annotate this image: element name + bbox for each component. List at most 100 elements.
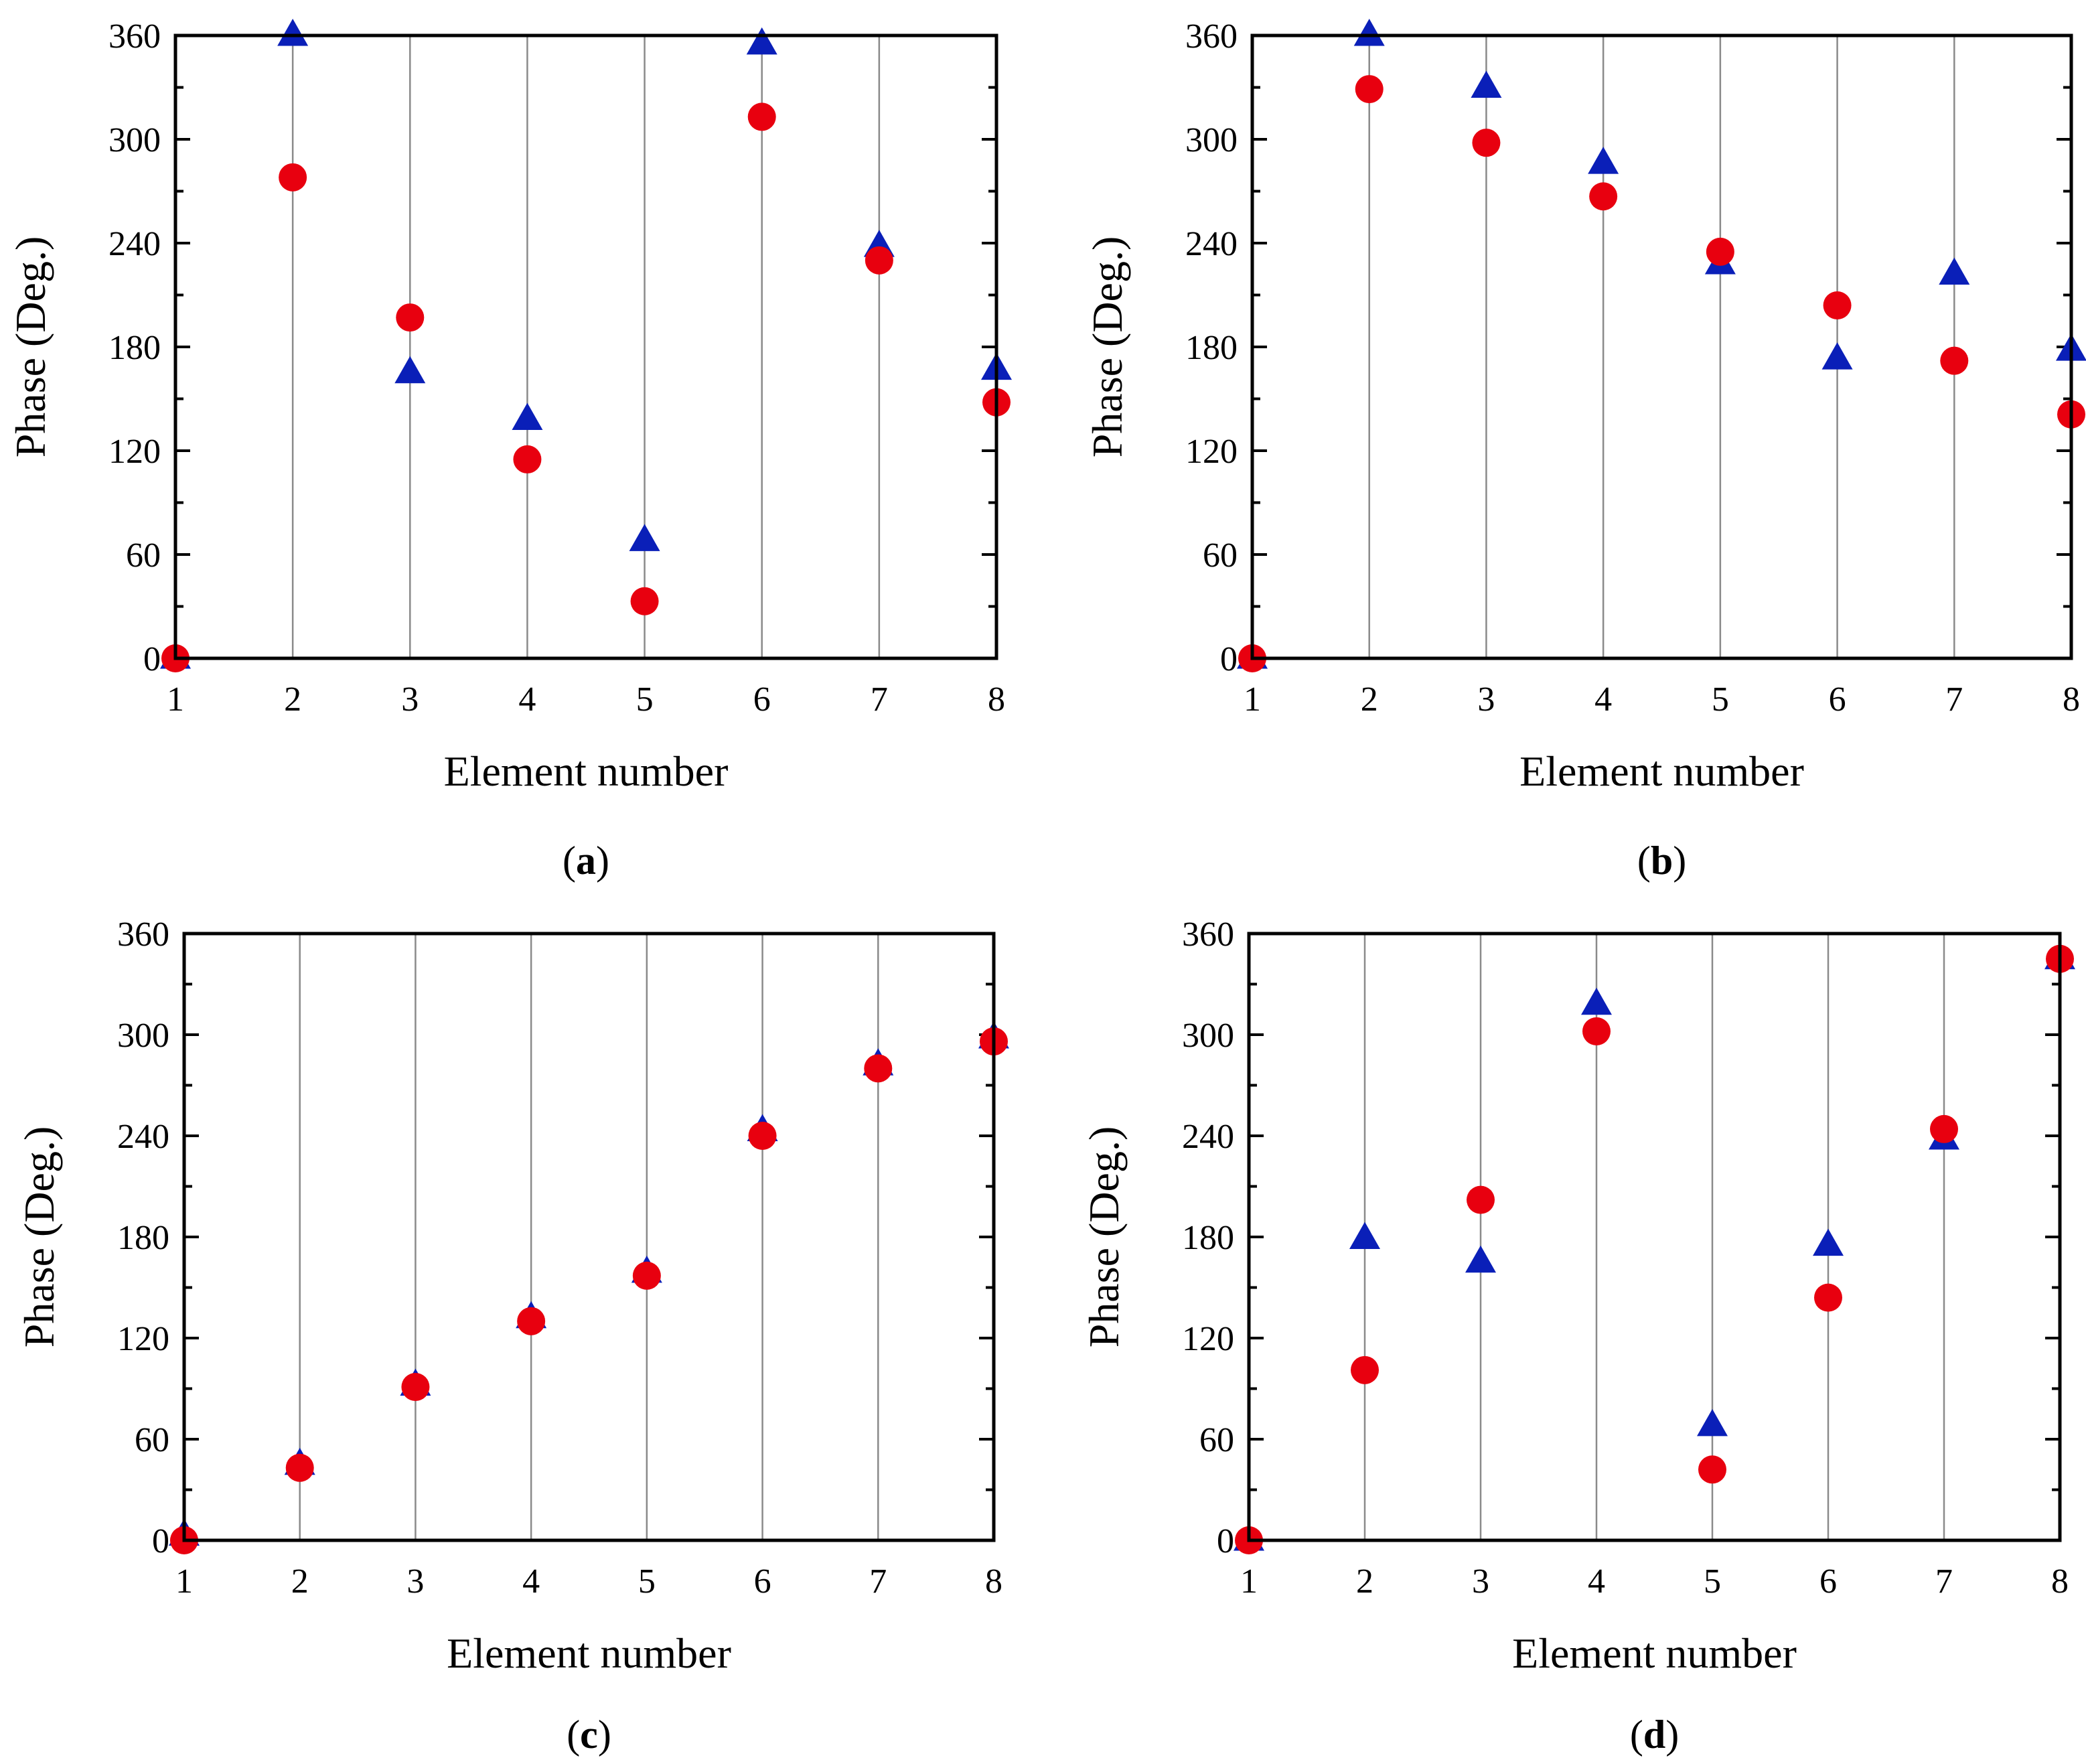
circle-point bbox=[1582, 1017, 1611, 1045]
series-circle bbox=[161, 102, 1011, 672]
circle-point bbox=[1823, 291, 1852, 319]
circle-point bbox=[1355, 75, 1384, 104]
y-tick-label: 180 bbox=[108, 329, 161, 367]
x-tick-label: 3 bbox=[401, 680, 419, 719]
panel-caption: (d) bbox=[1630, 1712, 1679, 1757]
plot-frame bbox=[182, 932, 996, 1542]
y-tick-label: 360 bbox=[117, 915, 169, 954]
series-triangle bbox=[160, 19, 1012, 669]
x-axis-title: Element number bbox=[447, 1629, 731, 1677]
circle-point bbox=[632, 1261, 661, 1290]
circle-point bbox=[748, 1122, 777, 1150]
x-tick-label: 8 bbox=[985, 1562, 1002, 1601]
x-tick-label: 7 bbox=[871, 680, 888, 719]
triangle-point bbox=[629, 524, 660, 551]
circle-point bbox=[1698, 1455, 1726, 1484]
panel-letter: d bbox=[1643, 1712, 1665, 1757]
y-axis-title: Phase (Deg.) bbox=[15, 1126, 63, 1348]
x-tick-label: 1 bbox=[1244, 680, 1261, 719]
panel-caption: (b) bbox=[1637, 838, 1686, 883]
x-tick-label: 1 bbox=[167, 680, 184, 719]
y-tick-label: 240 bbox=[1182, 1118, 1234, 1156]
x-tick-label: 7 bbox=[1945, 680, 1963, 719]
y-tick-label: 60 bbox=[1203, 536, 1238, 575]
y-axis-title: Phase (Deg.) bbox=[1080, 1126, 1128, 1348]
triangle-point bbox=[1581, 987, 1612, 1015]
x-tick-label: 1 bbox=[1240, 1562, 1258, 1601]
panel-c: 0 60 120 180 240 300 360 1 2 3 4 5 6 7 8 Element number… bbox=[15, 915, 1009, 1757]
circle-point bbox=[396, 303, 425, 332]
triangle-point bbox=[394, 356, 426, 384]
triangle-point bbox=[1471, 70, 1502, 98]
x-tick-label: 4 bbox=[518, 680, 536, 719]
x-tick-label: 6 bbox=[754, 1562, 771, 1601]
x-tick-label: 6 bbox=[753, 680, 771, 719]
x-tick-label: 8 bbox=[988, 680, 1005, 719]
y-axis-title: Phase (Deg.) bbox=[7, 236, 54, 458]
series-triangle bbox=[1237, 19, 2086, 669]
y-tick-label: 0 bbox=[152, 1522, 169, 1560]
x-tick-label: 6 bbox=[1829, 680, 1846, 719]
y-tick-label: 360 bbox=[1185, 17, 1238, 56]
y-tick-label: 0 bbox=[1217, 1522, 1234, 1560]
y-tick-label: 60 bbox=[1199, 1421, 1234, 1459]
x-tick-label: 7 bbox=[1935, 1562, 1953, 1601]
y-axis-title: Phase (Deg.) bbox=[1084, 236, 1131, 458]
x-tick-label: 4 bbox=[1594, 680, 1612, 719]
x-tick-label: 5 bbox=[636, 680, 654, 719]
circle-point bbox=[747, 102, 776, 131]
x-tick-label: 4 bbox=[522, 1562, 540, 1601]
circle-point bbox=[1706, 237, 1734, 266]
y-tick-label: 120 bbox=[117, 1320, 169, 1358]
triangle-point bbox=[512, 402, 543, 430]
circle-point bbox=[1814, 1283, 1842, 1312]
y-tick-label: 120 bbox=[108, 433, 161, 471]
circle-point bbox=[513, 445, 542, 473]
series-circle bbox=[170, 1027, 1008, 1554]
series-circle bbox=[1238, 75, 2085, 672]
triangle-point bbox=[1939, 257, 1970, 285]
x-tick-label: 7 bbox=[869, 1562, 887, 1601]
x-tick-label: 2 bbox=[284, 680, 301, 719]
x-tick-label: 5 bbox=[1712, 680, 1729, 719]
panel-letter: c bbox=[580, 1712, 598, 1757]
triangle-point bbox=[1588, 147, 1619, 174]
x-tick-label: 2 bbox=[291, 1562, 309, 1601]
x-tick-label: 2 bbox=[1361, 680, 1378, 719]
y-tick-label: 120 bbox=[1182, 1320, 1234, 1358]
circle-point bbox=[1930, 1114, 1958, 1143]
triangle-point bbox=[1349, 1222, 1380, 1250]
circle-point bbox=[401, 1372, 430, 1401]
y-tick-label: 0 bbox=[1220, 640, 1238, 678]
x-tick-label: 3 bbox=[406, 1562, 424, 1601]
triangle-point bbox=[1821, 342, 1853, 370]
y-tick-label: 300 bbox=[117, 1017, 169, 1055]
triangle-point bbox=[1465, 1245, 1496, 1273]
x-tick-label: 8 bbox=[2051, 1562, 2069, 1601]
panel-d: 0 60 120 180 240 300 360 1 2 3 4 5 6 7 8 Element number… bbox=[1080, 915, 2075, 1757]
y-tick-label: 300 bbox=[1182, 1017, 1234, 1055]
circle-point bbox=[864, 1054, 893, 1083]
circle-point bbox=[1472, 129, 1501, 157]
panel-letter: b bbox=[1651, 838, 1673, 883]
x-tick-label: 4 bbox=[1588, 1562, 1605, 1601]
x-tick-label: 5 bbox=[1704, 1562, 1721, 1601]
triangle-point bbox=[1353, 19, 1385, 46]
series-circle bbox=[1235, 944, 2074, 1554]
circle-point bbox=[630, 587, 659, 615]
x-tick-label: 8 bbox=[2063, 680, 2080, 719]
panel-caption: (a) bbox=[563, 838, 609, 883]
panel-a: 0 60 120 180 240 300 360 1 2 3 4 5 6 7 8 Element number… bbox=[7, 17, 1012, 883]
circle-point bbox=[1467, 1185, 1495, 1214]
x-tick-label: 5 bbox=[638, 1562, 656, 1601]
y-tick-label: 300 bbox=[108, 121, 161, 159]
x-tick-label: 3 bbox=[1472, 1562, 1489, 1601]
y-tick-label: 60 bbox=[135, 1421, 169, 1459]
y-tick-label: 180 bbox=[1182, 1219, 1234, 1257]
x-axis-title: Element number bbox=[444, 747, 729, 795]
circle-point bbox=[285, 1453, 314, 1482]
panel-caption: (c) bbox=[567, 1712, 611, 1757]
circle-point bbox=[1589, 182, 1618, 211]
triangle-point bbox=[1813, 1228, 1844, 1256]
